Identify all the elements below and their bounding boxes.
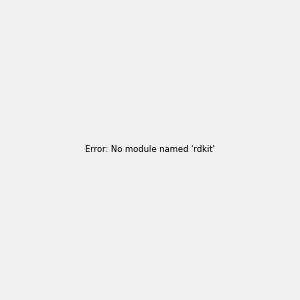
- Text: Error: No module named 'rdkit': Error: No module named 'rdkit': [85, 146, 215, 154]
